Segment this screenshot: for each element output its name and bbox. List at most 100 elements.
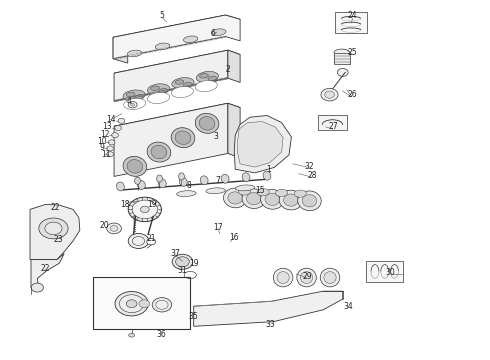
Ellipse shape [300, 272, 313, 283]
Text: 1: 1 [266, 166, 271, 175]
Text: 30: 30 [386, 268, 395, 277]
Ellipse shape [206, 188, 225, 194]
Ellipse shape [126, 300, 137, 308]
Ellipse shape [147, 238, 156, 245]
Ellipse shape [242, 173, 250, 182]
Ellipse shape [117, 182, 124, 191]
Polygon shape [234, 116, 292, 173]
Ellipse shape [325, 91, 334, 98]
Ellipse shape [115, 126, 122, 131]
Text: 20: 20 [99, 221, 109, 230]
Text: 2: 2 [225, 65, 230, 74]
Ellipse shape [298, 191, 321, 211]
Ellipse shape [127, 50, 142, 57]
Ellipse shape [175, 257, 189, 267]
Ellipse shape [157, 175, 162, 182]
Ellipse shape [123, 98, 146, 109]
Ellipse shape [45, 222, 62, 235]
Text: 15: 15 [255, 186, 265, 195]
Ellipse shape [135, 95, 143, 99]
Ellipse shape [223, 188, 247, 208]
Text: 9: 9 [100, 143, 105, 152]
Ellipse shape [155, 43, 170, 50]
Ellipse shape [195, 81, 217, 92]
Ellipse shape [123, 156, 147, 176]
Text: 37: 37 [171, 249, 180, 258]
Polygon shape [114, 103, 240, 131]
Ellipse shape [137, 180, 145, 189]
Text: 4: 4 [126, 97, 131, 106]
Ellipse shape [172, 254, 193, 269]
Ellipse shape [158, 179, 166, 188]
Polygon shape [228, 103, 240, 158]
Ellipse shape [275, 189, 288, 197]
Ellipse shape [129, 333, 135, 337]
Text: 6: 6 [211, 29, 216, 38]
Text: 35: 35 [189, 312, 198, 321]
Ellipse shape [132, 237, 145, 246]
Ellipse shape [151, 86, 159, 90]
Ellipse shape [107, 152, 114, 157]
Ellipse shape [320, 268, 340, 287]
Ellipse shape [128, 233, 149, 248]
Polygon shape [113, 15, 240, 59]
Ellipse shape [39, 218, 68, 239]
Polygon shape [114, 50, 228, 101]
Ellipse shape [199, 117, 215, 130]
Ellipse shape [110, 226, 118, 231]
Ellipse shape [115, 292, 148, 316]
Ellipse shape [324, 272, 336, 283]
Ellipse shape [147, 84, 170, 95]
Ellipse shape [127, 159, 143, 173]
Ellipse shape [261, 189, 284, 209]
Text: 29: 29 [303, 271, 312, 280]
Ellipse shape [172, 78, 194, 89]
Ellipse shape [123, 90, 145, 101]
Ellipse shape [141, 206, 149, 213]
Text: 13: 13 [102, 122, 112, 131]
Text: 7: 7 [216, 176, 220, 185]
Ellipse shape [147, 142, 171, 162]
Text: 14: 14 [106, 114, 116, 123]
Ellipse shape [107, 146, 114, 151]
Ellipse shape [235, 185, 255, 191]
Polygon shape [30, 204, 80, 260]
Ellipse shape [31, 283, 44, 292]
Ellipse shape [128, 197, 161, 222]
Ellipse shape [221, 174, 229, 183]
Ellipse shape [108, 140, 115, 145]
Ellipse shape [175, 80, 184, 84]
Ellipse shape [126, 92, 135, 96]
Ellipse shape [277, 272, 289, 283]
Text: 3: 3 [213, 132, 218, 141]
Ellipse shape [265, 193, 280, 206]
Ellipse shape [176, 191, 196, 197]
Polygon shape [228, 50, 240, 82]
Polygon shape [114, 50, 240, 77]
Ellipse shape [242, 189, 266, 208]
Bar [318, 115, 346, 130]
Ellipse shape [257, 189, 269, 196]
Ellipse shape [135, 177, 141, 184]
Polygon shape [113, 15, 240, 41]
Ellipse shape [239, 188, 250, 195]
Ellipse shape [183, 82, 192, 87]
Polygon shape [238, 122, 283, 167]
Ellipse shape [175, 131, 191, 144]
Ellipse shape [172, 86, 194, 98]
Text: 12: 12 [100, 130, 110, 139]
Bar [93, 277, 190, 329]
Text: 26: 26 [348, 90, 357, 99]
Ellipse shape [112, 133, 119, 138]
Ellipse shape [128, 102, 137, 108]
Text: 31: 31 [178, 266, 187, 275]
Text: 19: 19 [189, 259, 198, 268]
Ellipse shape [321, 88, 338, 101]
Ellipse shape [334, 49, 349, 56]
Ellipse shape [228, 192, 243, 204]
Text: 32: 32 [305, 162, 314, 171]
Ellipse shape [195, 113, 219, 133]
Text: 36: 36 [156, 330, 166, 339]
Ellipse shape [263, 171, 271, 180]
Ellipse shape [208, 76, 217, 81]
